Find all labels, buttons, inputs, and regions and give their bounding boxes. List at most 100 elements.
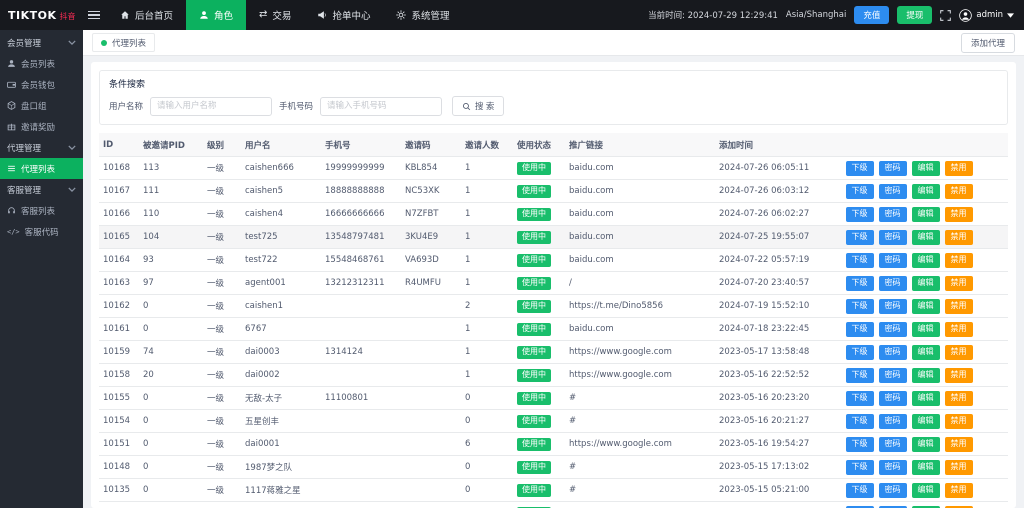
disable-button[interactable]: 禁用 <box>944 367 973 383</box>
password-button[interactable]: 密码 <box>878 183 907 199</box>
password-button[interactable]: 密码 <box>878 206 907 222</box>
disable-button[interactable]: 禁用 <box>944 390 973 406</box>
add-agent-button[interactable]: 添加代理 <box>960 32 1015 53</box>
password-button[interactable]: 密码 <box>878 390 907 406</box>
subordinate-button[interactable]: 下级 <box>845 482 874 498</box>
password-button[interactable]: 密码 <box>878 367 907 383</box>
password-button[interactable]: 密码 <box>878 344 907 360</box>
cell-promo-link: # <box>565 386 715 410</box>
disable-button[interactable]: 禁用 <box>944 436 973 452</box>
cell-phone: 11100801 <box>321 386 401 410</box>
sidebar-group-service[interactable]: 客服管理 <box>0 179 83 200</box>
menu-item-dashboard[interactable]: 后台首页 <box>107 0 186 30</box>
password-button[interactable]: 密码 <box>878 275 907 291</box>
disable-button[interactable]: 禁用 <box>944 183 973 199</box>
sidebar-item-group[interactable]: 盘口组 <box>0 95 83 116</box>
edit-button[interactable]: 编辑 <box>911 275 940 291</box>
subordinate-button[interactable]: 下级 <box>845 252 874 268</box>
edit-button[interactable]: 编辑 <box>911 252 940 268</box>
subordinate-button[interactable]: 下级 <box>845 390 874 406</box>
row-actions: 下级 密码 编辑 禁用 <box>845 229 978 245</box>
sidebar-group-member[interactable]: 会员管理 <box>0 32 83 53</box>
subordinate-button[interactable]: 下级 <box>845 298 874 314</box>
password-button[interactable]: 密码 <box>878 229 907 245</box>
edit-button[interactable]: 编辑 <box>911 505 940 508</box>
menu-item-trade[interactable]: ⇄ 交易 <box>246 0 304 30</box>
disable-button[interactable]: 禁用 <box>944 344 973 360</box>
edit-button[interactable]: 编辑 <box>911 390 940 406</box>
fullscreen-icon[interactable] <box>940 9 952 21</box>
disable-button[interactable]: 禁用 <box>944 275 973 291</box>
edit-button[interactable]: 编辑 <box>911 183 940 199</box>
subordinate-button[interactable]: 下级 <box>845 459 874 475</box>
status-badge: 使用中 <box>517 345 551 359</box>
user-menu[interactable]: admin <box>959 8 1014 22</box>
password-button[interactable]: 密码 <box>878 252 907 268</box>
search-button[interactable]: 搜 索 <box>452 96 505 116</box>
disable-button[interactable]: 禁用 <box>944 206 973 222</box>
sidebar-group-agent[interactable]: 代理管理 <box>0 137 83 158</box>
disable-button[interactable]: 禁用 <box>944 505 973 508</box>
sidebar-item-service-code[interactable]: </> 客服代码 <box>0 221 83 242</box>
phone-input[interactable] <box>320 96 443 116</box>
edit-button[interactable]: 编辑 <box>911 206 940 222</box>
disable-button[interactable]: 禁用 <box>944 482 973 498</box>
menu-item-order-center[interactable]: 抢单中心 <box>304 0 383 30</box>
subordinate-button[interactable]: 下级 <box>845 275 874 291</box>
sidebar-toggle-icon[interactable] <box>83 0 107 30</box>
disable-button[interactable]: 禁用 <box>944 298 973 314</box>
subordinate-button[interactable]: 下级 <box>845 436 874 452</box>
edit-button[interactable]: 编辑 <box>911 413 940 429</box>
sidebar-item-member-wallet[interactable]: 会员钱包 <box>0 74 83 95</box>
disable-button[interactable]: 禁用 <box>944 229 973 245</box>
menu-item-roles[interactable]: 角色 <box>186 0 247 30</box>
sidebar-item-invite-reward[interactable]: 邀请奖励 <box>0 116 83 137</box>
sidebar-item-agent-list[interactable]: 代理列表 <box>0 158 83 179</box>
password-button[interactable]: 密码 <box>878 482 907 498</box>
subordinate-button[interactable]: 下级 <box>845 183 874 199</box>
subordinate-button[interactable]: 下级 <box>845 229 874 245</box>
cell-invite-count: 0 <box>461 409 513 433</box>
edit-button[interactable]: 编辑 <box>911 344 940 360</box>
disable-button[interactable]: 禁用 <box>944 321 973 337</box>
edit-button[interactable]: 编辑 <box>911 160 940 176</box>
username-input[interactable] <box>150 96 273 116</box>
cell-level: 一级 <box>203 156 241 180</box>
sidebar-item-label: 邀请奖励 <box>21 122 56 133</box>
subordinate-button[interactable]: 下级 <box>845 160 874 176</box>
disable-button[interactable]: 禁用 <box>944 459 973 475</box>
password-button[interactable]: 密码 <box>878 321 907 337</box>
password-button[interactable]: 密码 <box>878 413 907 429</box>
sidebar-item-member-list[interactable]: 会员列表 <box>0 53 83 74</box>
recharge-button[interactable]: 充值 <box>854 6 890 24</box>
disable-button[interactable]: 禁用 <box>944 413 973 429</box>
password-button[interactable]: 密码 <box>878 160 907 176</box>
tab-agent-list[interactable]: 代理列表 <box>92 33 156 52</box>
menu-item-system[interactable]: 系统管理 <box>383 0 462 30</box>
subordinate-button[interactable]: 下级 <box>845 413 874 429</box>
subordinate-button[interactable]: 下级 <box>845 206 874 222</box>
edit-button[interactable]: 编辑 <box>911 367 940 383</box>
subordinate-button[interactable]: 下级 <box>845 505 874 508</box>
row-actions: 下级 密码 编辑 禁用 <box>845 413 978 429</box>
edit-button[interactable]: 编辑 <box>911 229 940 245</box>
withdraw-button[interactable]: 提现 <box>897 6 933 24</box>
disable-button[interactable]: 禁用 <box>944 252 973 268</box>
password-button[interactable]: 密码 <box>878 505 907 508</box>
edit-button[interactable]: 编辑 <box>911 459 940 475</box>
edit-button[interactable]: 编辑 <box>911 436 940 452</box>
subordinate-button[interactable]: 下级 <box>845 321 874 337</box>
edit-button[interactable]: 编辑 <box>911 321 940 337</box>
edit-button[interactable]: 编辑 <box>911 298 940 314</box>
password-button[interactable]: 密码 <box>878 298 907 314</box>
cell-id: 10161 <box>99 317 139 341</box>
row-actions: 下级 密码 编辑 禁用 <box>845 206 978 222</box>
sidebar-item-service-list[interactable]: 客服列表 <box>0 200 83 221</box>
edit-button[interactable]: 编辑 <box>911 482 940 498</box>
home-icon <box>121 11 129 19</box>
subordinate-button[interactable]: 下级 <box>845 344 874 360</box>
subordinate-button[interactable]: 下级 <box>845 367 874 383</box>
password-button[interactable]: 密码 <box>878 459 907 475</box>
disable-button[interactable]: 禁用 <box>944 160 973 176</box>
password-button[interactable]: 密码 <box>878 436 907 452</box>
